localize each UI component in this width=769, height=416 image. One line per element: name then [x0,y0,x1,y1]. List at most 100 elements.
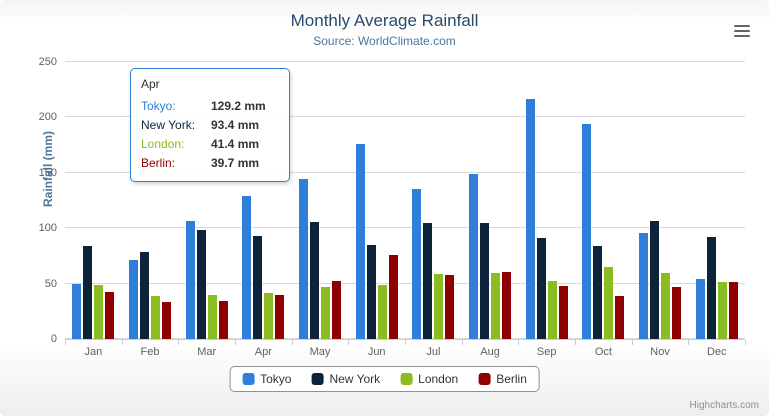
bar-new-york-jun[interactable] [366,245,376,339]
tooltip-row-london: London: 41.4 mm [141,135,279,154]
bar-new-york-aug[interactable] [480,223,490,339]
x-tick-label-oct: Oct [594,346,612,358]
tooltip-series-name: Tokyo: [141,99,176,113]
y-tick-label-250: 250 [38,56,57,68]
bar-groups [65,62,745,339]
tooltip-row-new-york: New York: 93.4 mm [141,116,279,135]
credits-link[interactable]: Highcharts.com [689,400,759,411]
gridline-50 [65,282,745,284]
bar-new-york-oct[interactable] [593,246,603,339]
x-tick-mark [178,340,180,345]
bar-tokyo-nov[interactable] [639,233,649,339]
bar-london-nov[interactable] [661,273,671,339]
bar-london-sep[interactable] [547,280,557,339]
bar-london-jan[interactable] [94,284,104,339]
x-tick-mark [745,340,746,345]
bar-tokyo-jun[interactable] [355,144,365,339]
hamburger-bar [734,35,750,37]
export-menu-icon[interactable] [731,22,753,40]
legend-label-london: London [418,372,459,386]
bar-berlin-nov[interactable] [672,287,682,339]
gridline-0 [65,338,745,339]
bar-group-oct [575,62,632,339]
x-tick-label-dec: Dec [706,346,727,358]
bar-berlin-aug[interactable] [502,272,512,339]
x-tick-mark [688,340,690,345]
legend-item-london[interactable]: London [400,372,458,386]
bar-group-apr [235,62,292,339]
bar-london-apr[interactable] [264,293,274,339]
bar-london-mar[interactable] [207,295,217,339]
plot-area: 0 50 100 150 200 250 Jan Feb Mar Apr May Jun Jul Aug… [39,56,746,358]
x-tick-label-nov: Nov [650,346,670,358]
bar-new-york-may[interactable] [310,221,320,339]
bar-berlin-may[interactable] [332,280,342,339]
legend-item-new-york[interactable]: New York [311,372,380,386]
bar-london-dec[interactable] [717,282,727,339]
bar-tokyo-feb[interactable] [129,259,138,339]
tooltip-category: Apr [141,77,160,91]
bar-berlin-oct[interactable] [615,295,625,339]
bar-tokyo-jul[interactable] [412,188,422,339]
x-tick-mark [575,340,576,345]
bar-london-feb[interactable] [151,296,160,339]
bar-new-york-feb[interactable] [140,251,149,339]
bar-new-york-mar[interactable] [196,229,206,339]
x-tick-label-sep: Sep [536,346,557,358]
bar-tokyo-aug[interactable] [469,174,479,339]
bar-london-oct[interactable] [604,266,614,339]
bar-tokyo-may[interactable] [299,179,309,339]
bar-group-feb [122,62,179,339]
bar-new-york-dec[interactable] [706,236,716,339]
bar-tokyo-mar[interactable] [185,221,195,339]
tooltip-series-name: Berlin: [141,156,176,170]
x-tick-label-may: May [309,346,331,358]
bar-london-aug[interactable] [491,272,501,339]
bar-berlin-mar[interactable] [218,300,228,339]
bar-new-york-sep[interactable] [536,237,546,339]
y-tick-label-100: 100 [38,222,57,235]
chart-title: Monthly Average Rainfall [290,11,479,30]
bar-london-jul[interactable] [434,273,444,339]
bar-tokyo-sep[interactable] [525,99,535,339]
bar-berlin-dec[interactable] [728,282,738,339]
y-tick-label-150: 150 [38,166,57,179]
legend-symbol-new-york [311,373,324,385]
bar-group-jun [348,62,405,339]
x-tick-mark [235,340,236,345]
x-tick-mark [121,340,123,345]
bar-berlin-jun[interactable] [388,255,398,339]
bar-group-dec [688,62,745,339]
bar-new-york-apr[interactable] [253,235,263,339]
tooltip-series-name: London: [141,137,185,151]
bar-group-sep [518,62,575,339]
legend-item-berlin[interactable]: Berlin [478,372,527,386]
y-tick-label-200: 200 [38,111,57,124]
chart-subtitle: Source: WorldClimate.com [313,34,456,48]
x-tick-mark [405,340,406,345]
bar-group-may [292,62,349,339]
bar-berlin-jan[interactable] [105,292,115,339]
tooltip-row-berlin: Berlin: 39.7 mm [141,154,279,173]
bar-tokyo-oct[interactable] [582,123,592,339]
x-tick-label-mar: Mar [197,346,217,358]
legend-item-tokyo[interactable]: Tokyo [242,372,291,386]
bar-new-york-jul[interactable] [423,222,433,339]
bar-berlin-jul[interactable] [445,275,455,339]
bar-london-may[interactable] [321,286,331,339]
bar-london-jun[interactable] [377,285,387,339]
bar-group-jul [405,62,462,339]
bar-berlin-apr[interactable] [275,295,285,339]
bar-berlin-sep[interactable] [558,286,568,339]
bar-berlin-feb[interactable] [162,302,171,339]
x-labels: Jan Feb Mar Apr May Jun Jul Aug Sep Oct Nov Dec [65,339,745,359]
gridline-250 [65,61,745,62]
legend-symbol-london [400,373,413,385]
hamburger-bar [734,30,750,32]
bar-tokyo-jan[interactable] [72,283,82,339]
legend: Tokyo New York London Berlin [229,366,540,392]
bar-new-york-jan[interactable] [83,246,93,339]
bar-new-york-nov[interactable] [650,220,660,339]
bar-tokyo-dec[interactable] [695,278,705,339]
bar-tokyo-apr[interactable] [242,195,252,339]
